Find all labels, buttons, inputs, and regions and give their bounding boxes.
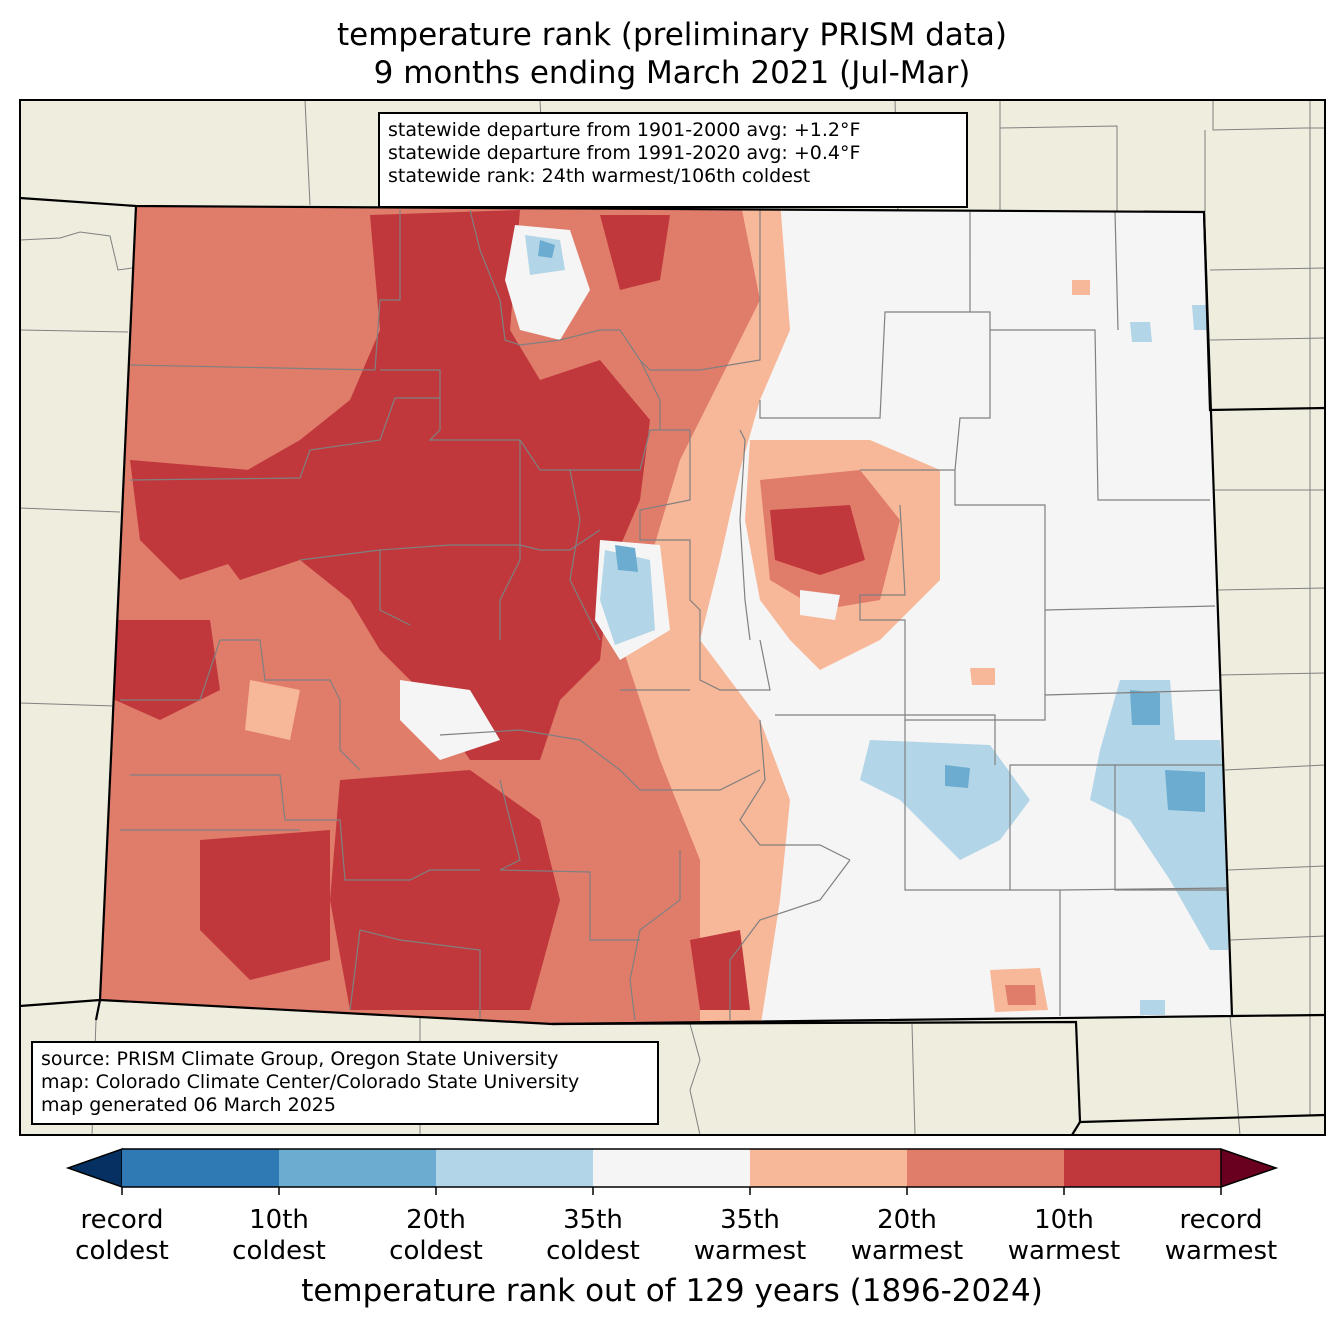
colorbar-tick-label: record warmest: [1164, 1205, 1278, 1266]
colorbar-segment-5: [750, 1149, 907, 1187]
colorbar-extend-above: [1220, 1147, 1279, 1189]
colorbar-tick-label: 20th coldest: [389, 1205, 483, 1266]
map-title-line2: 9 months ending March 2021 (Jul-Mar): [373, 55, 971, 91]
generated-date-line: map generated 06 March 2025: [41, 1094, 336, 1116]
map-title-line1: temperature rank (preliminary PRISM data…: [336, 17, 1007, 53]
colorbar-segment-2: [279, 1149, 436, 1187]
colorado-rank-field: [100, 206, 1232, 1024]
map-frame: [19, 99, 1326, 1136]
source-box: source: PRISM Climate Group, Oregon Stat…: [31, 1041, 659, 1125]
statewide-stats-box: statewide departure from 1901-2000 avg: …: [378, 112, 968, 208]
colorbar-tick-label: 35th coldest: [546, 1205, 640, 1266]
stats-departure-1991-2020: statewide departure from 1991-2020 avg: …: [388, 142, 861, 164]
stats-departure-1901-2000: statewide departure from 1901-2000 avg: …: [388, 119, 861, 141]
colorbar-tick-label: 10th warmest: [1007, 1205, 1121, 1266]
colorbar-segment-7: [1064, 1149, 1221, 1187]
colorbar-tick-label: 20th warmest: [850, 1205, 964, 1266]
map-credit-line: map: Colorado Climate Center/Colorado St…: [41, 1071, 580, 1093]
colorbar-title: temperature rank out of 129 years (1896-…: [301, 1273, 1043, 1309]
source-line: source: PRISM Climate Group, Oregon Stat…: [41, 1048, 559, 1070]
colorbar-segment-6: [907, 1149, 1064, 1187]
stats-statewide-rank: statewide rank: 24th warmest/106th colde…: [388, 165, 811, 187]
colorbar-tick-label: record coldest: [75, 1205, 169, 1266]
colorbar-segment-3: [436, 1149, 593, 1187]
colorbar-segment-4: [593, 1149, 750, 1187]
colorbar: [65, 1147, 1279, 1195]
state-borders: [19, 196, 1326, 1136]
colorbar-tick-label: 10th coldest: [232, 1205, 326, 1266]
colorbar-extend-below: [65, 1147, 123, 1189]
colorbar-tick-label: 35th warmest: [693, 1205, 807, 1266]
colorbar-segment-1: [122, 1149, 279, 1187]
county-lines: [120, 209, 1231, 1021]
